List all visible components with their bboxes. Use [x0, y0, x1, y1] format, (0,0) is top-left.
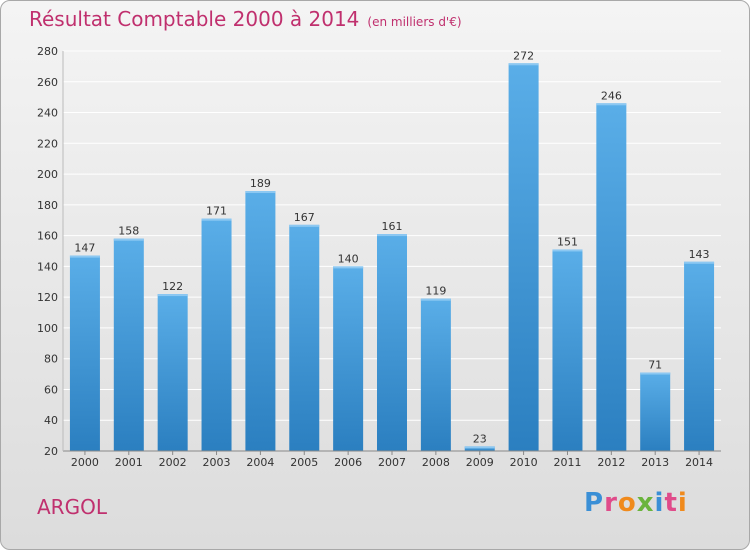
x-tick-label-2001: 2001 — [115, 456, 143, 469]
bar-2003 — [201, 218, 232, 451]
bar-2014 — [684, 261, 715, 451]
chart-title: Résultat Comptable 2000 à 2014 — [29, 7, 360, 31]
bar-top-edge — [420, 298, 451, 301]
bar-top-edge — [464, 446, 495, 449]
commune-name: ARGOL — [37, 495, 107, 519]
bar-top-edge — [508, 63, 539, 66]
proxiti-logo[interactable]: Proxiti — [584, 488, 688, 518]
bar-2002 — [157, 294, 188, 451]
x-tick-label-2004: 2004 — [246, 456, 274, 469]
y-tick-label: 280 — [37, 45, 58, 58]
value-label-2009: 23 — [473, 432, 487, 445]
bar-top-edge — [113, 238, 144, 241]
bar-2012 — [596, 103, 627, 452]
logo-letter: r — [604, 488, 618, 518]
x-tick-label-2011: 2011 — [553, 456, 581, 469]
value-label-2002: 122 — [162, 280, 183, 293]
axis-layer: 20 40 60 80 100 120 140 160 180 200 220 240 260 280 20… — [37, 45, 721, 469]
x-tick-label-2000: 2000 — [71, 456, 99, 469]
value-label-2011: 151 — [557, 235, 578, 248]
bar-top-edge — [69, 255, 100, 258]
bar-2013 — [640, 372, 671, 451]
value-label-2014: 143 — [689, 248, 710, 261]
bar-2001 — [113, 238, 144, 451]
bar-2011 — [552, 249, 583, 451]
x-tick-label-2010: 2010 — [510, 456, 538, 469]
x-tick-label-2014: 2014 — [685, 456, 713, 469]
x-tick-label-2006: 2006 — [334, 456, 362, 469]
bar-top-edge — [245, 191, 276, 193]
y-tick-label: 20 — [44, 445, 58, 458]
y-tick-label: 260 — [37, 76, 58, 89]
y-tick-label: 40 — [44, 414, 58, 427]
y-tick-label: 60 — [44, 383, 58, 396]
logo-letter: P — [584, 488, 605, 518]
bar-layer — [69, 63, 715, 452]
bar-2010 — [508, 63, 539, 452]
label-layer: 147 158 122 171 189 167 140 161 119 23 272 151 246 71… — [74, 49, 709, 445]
y-tick-label: 80 — [44, 353, 58, 366]
bar-2009 — [464, 446, 495, 451]
x-tick-label-2008: 2008 — [422, 456, 450, 469]
bar-top-edge — [333, 266, 364, 269]
value-label-2000: 147 — [74, 242, 95, 255]
logo-letter: i — [677, 488, 688, 518]
x-tick-label-2012: 2012 — [597, 456, 625, 469]
bar-2006 — [333, 266, 364, 451]
bar-top-edge — [552, 249, 583, 252]
bar-2005 — [289, 224, 320, 451]
x-tick-label-2007: 2007 — [378, 456, 406, 469]
logo-letter: t — [664, 488, 678, 518]
value-label-2012: 246 — [601, 89, 622, 102]
logo-letter: o — [617, 488, 637, 518]
y-tick-label: 180 — [37, 199, 58, 212]
y-tick-label: 160 — [37, 230, 58, 243]
x-tick-label-2009: 2009 — [466, 456, 494, 469]
x-tick-label-2003: 2003 — [203, 456, 231, 469]
x-tick-label-2002: 2002 — [159, 456, 187, 469]
value-label-2003: 171 — [206, 205, 227, 218]
logo-letter: x — [636, 488, 655, 518]
chart-subtitle: (en milliers d'€) — [367, 15, 462, 29]
x-tick-label-2013: 2013 — [641, 456, 669, 469]
value-label-2001: 158 — [118, 225, 139, 238]
bar-top-edge — [640, 372, 671, 375]
bar-top-edge — [596, 103, 627, 106]
bar-top-edge — [201, 218, 232, 221]
value-label-2006: 140 — [338, 252, 359, 265]
logo-letter: i — [654, 488, 665, 518]
bar-2008 — [420, 298, 451, 451]
value-label-2013: 71 — [648, 359, 662, 372]
bar-top-edge — [157, 294, 188, 297]
y-tick-label: 200 — [37, 168, 58, 181]
bar-2007 — [377, 234, 407, 451]
y-tick-label: 220 — [37, 137, 58, 150]
y-tick-label: 100 — [37, 322, 58, 335]
bar-2000 — [69, 255, 100, 451]
y-tick-label: 140 — [37, 260, 58, 273]
value-label-2004: 189 — [250, 177, 271, 190]
y-tick-label: 240 — [37, 107, 58, 120]
value-label-2008: 119 — [425, 285, 446, 298]
x-tick-label-2005: 2005 — [290, 456, 318, 469]
value-label-2007: 161 — [382, 220, 403, 233]
value-label-2010: 272 — [513, 49, 534, 62]
bar-top-edge — [289, 224, 320, 227]
bar-top-edge — [684, 261, 715, 264]
bar-top-edge — [377, 234, 407, 237]
value-label-2005: 167 — [294, 211, 315, 224]
y-tick-label: 120 — [37, 291, 58, 304]
bar-2004 — [245, 191, 276, 451]
title-row: Résultat Comptable 2000 à 2014 (en millie… — [29, 7, 462, 31]
